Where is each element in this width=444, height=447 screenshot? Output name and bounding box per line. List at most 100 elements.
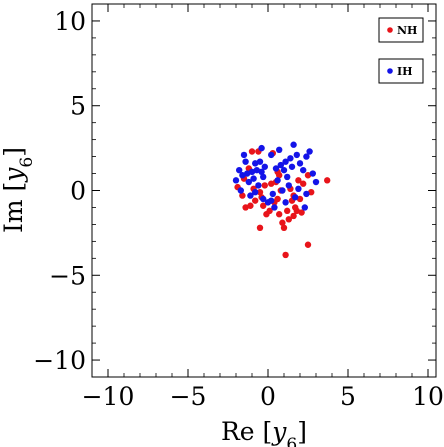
legend-marker	[387, 68, 393, 74]
data-point-nh	[256, 224, 264, 231]
data-point-nh	[247, 202, 254, 209]
data-point-ih	[303, 153, 310, 160]
legend-box	[378, 17, 424, 43]
x-tick-label: 5	[340, 382, 356, 411]
data-point-nh	[252, 197, 259, 204]
data-point-ih	[258, 144, 265, 152]
data-point-nh	[298, 209, 305, 216]
series-ih	[232, 141, 320, 211]
data-point-nh	[256, 188, 264, 196]
data-point-nh	[290, 212, 297, 220]
data-point-nh	[304, 241, 312, 248]
data-point-ih	[248, 168, 256, 176]
data-point-ih	[252, 188, 259, 196]
data-point-nh	[295, 177, 302, 184]
legend-box	[378, 58, 424, 84]
data-point-nh	[274, 195, 281, 203]
data-point-ih	[260, 173, 267, 181]
data-point-ih	[258, 168, 265, 176]
tick-labels: −10 −5 0 5 10 −10 −5 0 5 10	[33, 7, 444, 411]
x-tick-label: −5	[170, 382, 207, 411]
data-point-ih	[250, 175, 257, 182]
data-point-ih	[303, 190, 310, 198]
data-point-nh	[263, 211, 270, 218]
data-point-nh	[279, 219, 286, 226]
data-point-nh	[284, 207, 291, 215]
data-point-ih	[288, 163, 296, 170]
data-point-ih	[309, 170, 316, 177]
y-tick-label: −5	[49, 261, 86, 290]
data-point-ih	[232, 177, 240, 184]
data-point-nh	[248, 148, 256, 155]
data-point-ih	[280, 166, 288, 174]
data-point-ih	[256, 158, 264, 165]
data-point-nh	[268, 180, 275, 187]
data-point-ih	[255, 182, 262, 189]
data-point-ih	[244, 170, 251, 177]
data-point-ih	[268, 151, 275, 159]
data-point-nh	[242, 204, 249, 211]
data-point-ih	[272, 165, 280, 172]
data-point-ih	[271, 204, 278, 211]
legend-item-nh: NH	[378, 17, 424, 43]
data-point-ih	[295, 185, 302, 193]
data-point-ih	[279, 187, 286, 194]
data-point-ih	[239, 172, 246, 179]
data-point-nh	[293, 207, 300, 215]
data-point-nh	[304, 172, 312, 179]
data-point-ih	[269, 190, 276, 198]
data-point-ih	[282, 158, 289, 165]
data-point-nh	[285, 216, 292, 223]
data-point-ih	[247, 192, 254, 199]
data-point-nh	[280, 224, 288, 231]
data-point-ih	[276, 146, 283, 154]
data-point-ih	[237, 187, 244, 194]
data-point-ih	[253, 166, 260, 174]
data-point-ih	[301, 204, 308, 211]
y-tick-label: 5	[70, 92, 86, 121]
data-point-nh	[324, 177, 331, 184]
data-point-ih	[260, 195, 267, 203]
data-point-nh	[308, 188, 315, 196]
data-point-ih	[300, 166, 307, 174]
data-point-nh	[276, 211, 283, 218]
data-point-ih	[312, 178, 320, 186]
data-point-ih	[292, 194, 299, 201]
data-point-ih	[236, 166, 243, 174]
data-point-nh	[282, 251, 289, 259]
data-point-ih	[242, 158, 249, 165]
data-point-ih	[268, 197, 275, 204]
data-point-nh	[260, 202, 267, 209]
legend-marker	[387, 27, 393, 33]
data-point-ih	[261, 163, 268, 170]
data-point-nh	[296, 195, 304, 203]
data-point-ih	[277, 161, 284, 169]
x-tick-label: 0	[260, 382, 276, 411]
data-point-ih	[252, 160, 259, 167]
data-point-nh	[261, 182, 268, 189]
data-point-ih	[285, 182, 292, 189]
data-point-ih	[282, 199, 289, 206]
data-point-ih	[284, 173, 291, 181]
data-point-ih	[274, 177, 281, 184]
y-tick-label: 10	[54, 7, 86, 36]
data-points	[232, 141, 331, 259]
data-point-nh	[300, 180, 307, 187]
x-tick-label: 10	[412, 382, 444, 411]
legend-label: NH	[397, 24, 417, 37]
y-axis-title: Im [y6]	[0, 147, 37, 233]
data-point-ih	[306, 148, 313, 155]
y-tick-label: −10	[33, 346, 86, 375]
legend-label: IH	[397, 65, 413, 78]
y-tick-label: 0	[70, 177, 86, 206]
data-point-ih	[290, 141, 297, 148]
x-tick-label: −10	[82, 382, 135, 411]
data-point-nh	[239, 192, 246, 199]
legend-item-ih: IH	[378, 58, 424, 84]
data-point-ih	[240, 151, 248, 159]
legend: NH IH	[378, 17, 424, 84]
data-point-ih	[293, 151, 300, 159]
data-point-ih	[245, 178, 252, 186]
data-point-ih	[287, 155, 294, 162]
